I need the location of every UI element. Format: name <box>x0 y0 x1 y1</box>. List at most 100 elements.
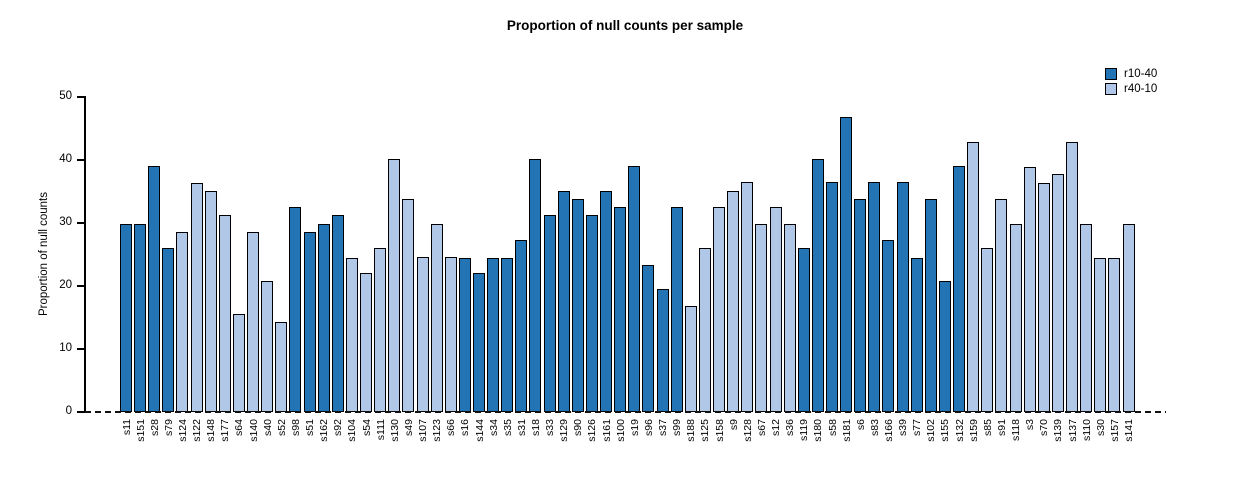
bar-s30 <box>1094 257 1107 412</box>
x-tick-label-s111: s111 <box>374 419 387 441</box>
bar-s151 <box>134 224 147 412</box>
x-tick-label-s39: s39 <box>897 419 910 436</box>
bar-s96 <box>642 264 655 412</box>
x-tick-label-s188: s188 <box>685 419 698 442</box>
x-tick-label-s98: s98 <box>289 419 302 436</box>
bar-s37 <box>656 288 669 412</box>
x-tick-label-s132: s132 <box>953 419 966 442</box>
bar-s99 <box>670 207 683 412</box>
zero-baseline-dashed <box>85 410 1166 413</box>
x-tick-label-s123: s123 <box>431 419 444 442</box>
bar-s139 <box>1051 174 1064 412</box>
bar-s66 <box>444 257 457 412</box>
x-tick-label-s91: s91 <box>995 419 1008 436</box>
bar-s118 <box>1009 224 1022 412</box>
bar-s33 <box>543 215 556 412</box>
y-tick-label-0: 0 <box>65 405 72 417</box>
x-tick-label-s159: s159 <box>967 419 980 442</box>
bar-s119 <box>797 248 810 412</box>
bar-s137 <box>1066 142 1079 412</box>
x-tick-label-s66: s66 <box>445 419 458 436</box>
x-tick-label-s107: s107 <box>417 419 430 442</box>
x-tick-label-s6: s6 <box>854 419 867 431</box>
bar-s67 <box>755 224 768 412</box>
bar-s177 <box>218 214 231 412</box>
bar-s128 <box>741 182 754 412</box>
x-tick-label-s64: s64 <box>233 419 246 436</box>
x-tick-label-s31: s31 <box>515 419 528 436</box>
x-tick-label-s118: s118 <box>1010 419 1023 441</box>
bar-s140 <box>247 232 260 412</box>
x-tick-label-s155: s155 <box>939 419 952 442</box>
x-tick-label-s99: s99 <box>671 419 684 436</box>
x-tick-label-s19: s19 <box>628 419 641 436</box>
x-tick-label-s180: s180 <box>812 419 825 442</box>
bar-s12 <box>769 207 782 412</box>
bar-s148 <box>204 190 217 412</box>
x-tick-label-s90: s90 <box>572 419 585 436</box>
bar-s58 <box>826 182 838 412</box>
x-tick-label-s51: s51 <box>304 419 317 436</box>
y-tick-label-10: 10 <box>59 342 72 354</box>
x-tick-label-s144: s144 <box>473 419 486 442</box>
bar-s31 <box>515 240 528 412</box>
bar-s98 <box>289 207 302 412</box>
x-tick-label-s104: s104 <box>346 419 359 442</box>
bar-s159 <box>967 142 980 412</box>
legend-item-r40-10: r40-10 <box>1105 81 1157 96</box>
bar-s28 <box>148 166 161 412</box>
x-tick-label-s181: s181 <box>840 419 853 442</box>
x-tick-label-s92: s92 <box>332 419 345 436</box>
bar-s125 <box>698 248 711 412</box>
bar-s16 <box>458 257 471 412</box>
bar-s11 <box>120 224 132 412</box>
y-axis-tick-50 <box>77 96 84 98</box>
x-tick-label-s33: s33 <box>544 419 557 436</box>
bar-s19 <box>628 166 641 412</box>
x-tick-label-s151: s151 <box>134 419 147 442</box>
x-tick-label-s129: s129 <box>558 419 571 442</box>
bar-s181 <box>840 117 853 412</box>
x-tick-label-s102: s102 <box>925 419 938 442</box>
x-tick-label-s12: s12 <box>770 419 783 436</box>
bar-s64 <box>232 313 245 412</box>
y-axis-tick-40 <box>77 159 84 161</box>
bar-s49 <box>402 199 415 412</box>
bar-s40 <box>261 280 274 412</box>
x-tick-label-s3: s3 <box>1024 419 1037 431</box>
x-tick-label-s137: s137 <box>1066 419 1079 442</box>
x-tick-label-s54: s54 <box>360 419 373 436</box>
legend-label: r10-40 <box>1124 67 1158 80</box>
bar-s92 <box>331 215 344 412</box>
bar-s161 <box>600 190 613 412</box>
x-tick-label-s35: s35 <box>501 419 514 436</box>
x-tick-label-s37: s37 <box>657 419 670 436</box>
y-axis-tick-10 <box>77 348 84 350</box>
bar-s3 <box>1023 166 1036 412</box>
x-tick-label-s119: s119 <box>798 419 811 441</box>
x-tick-label-s162: s162 <box>318 419 331 442</box>
bar-s6 <box>854 199 867 412</box>
x-tick-label-s124: s124 <box>176 419 189 442</box>
y-tick-label-50: 50 <box>59 90 72 102</box>
x-tick-label-s148: s148 <box>205 419 218 442</box>
bar-s102 <box>924 199 937 412</box>
bar-s122 <box>190 182 203 412</box>
bar-s107 <box>416 257 429 412</box>
bar-s91 <box>995 199 1008 412</box>
bar-s9 <box>727 190 740 412</box>
x-tick-label-s110: s110 <box>1080 419 1093 441</box>
bar-s132 <box>953 166 966 412</box>
legend-label: r40-10 <box>1124 82 1158 95</box>
x-tick-label-s85: s85 <box>981 419 994 436</box>
bar-s144 <box>473 273 485 412</box>
x-tick-label-s128: s128 <box>741 419 754 442</box>
x-tick-label-s70: s70 <box>1038 419 1051 436</box>
legend-swatch-icon <box>1105 67 1117 80</box>
bar-s155 <box>938 280 951 412</box>
bar-s188 <box>684 305 697 412</box>
bar-s52 <box>275 321 288 412</box>
legend-item-r10-40: r10-40 <box>1105 66 1157 81</box>
x-tick-label-s177: s177 <box>219 419 232 442</box>
